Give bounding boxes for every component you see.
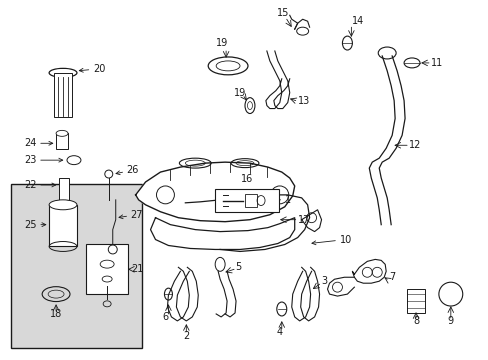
Text: 6: 6 [162,312,168,322]
Polygon shape [135,162,294,222]
Bar [59,178,69,200]
Bar [86,244,127,294]
Bar [406,289,424,313]
Text: 14: 14 [352,16,364,26]
Text: 18: 18 [50,309,62,319]
Text: 24: 24 [24,138,53,148]
Bar [54,73,72,117]
Text: 19: 19 [216,38,228,48]
Text: 3: 3 [321,276,327,286]
Text: 11: 11 [430,58,442,68]
Ellipse shape [49,200,77,210]
Text: 23: 23 [24,155,62,165]
Text: 4: 4 [276,327,282,337]
Text: 13: 13 [297,96,309,105]
Text: 20: 20 [79,64,105,74]
Circle shape [445,289,455,299]
Ellipse shape [56,130,68,136]
Ellipse shape [70,158,78,163]
Bar [215,189,278,212]
Text: 26: 26 [116,165,139,175]
Text: 21: 21 [130,264,143,274]
Text: 7: 7 [388,272,395,282]
Text: 9: 9 [447,316,453,326]
Bar [49,205,77,247]
Text: 17: 17 [297,215,309,225]
Text: 5: 5 [235,262,241,272]
Text: 15: 15 [276,8,288,18]
Bar [11,184,142,348]
Text: 19: 19 [233,88,245,98]
Text: 1: 1 [270,195,290,205]
Ellipse shape [407,60,415,66]
Text: 8: 8 [412,316,418,326]
Text: 10: 10 [311,234,351,245]
Polygon shape [150,218,294,249]
Text: 25: 25 [24,220,46,230]
Text: 22: 22 [24,180,56,190]
Text: 12: 12 [408,140,421,150]
Text: 2: 2 [183,331,189,341]
Text: 27: 27 [119,210,143,220]
Bar [56,133,68,149]
Bar [244,194,257,207]
Ellipse shape [53,70,73,76]
Text: 16: 16 [240,174,252,184]
